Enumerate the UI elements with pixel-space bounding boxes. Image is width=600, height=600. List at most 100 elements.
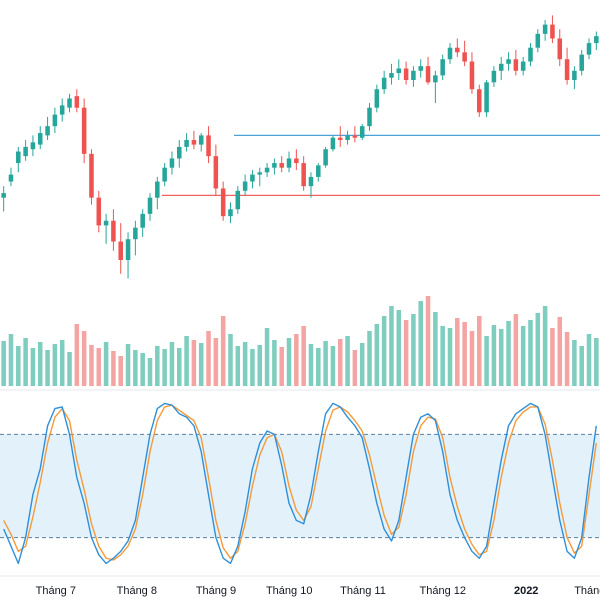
- price-panel[interactable]: [1, 15, 600, 279]
- volume-bar[interactable]: [191, 340, 197, 386]
- volume-bar[interactable]: [257, 345, 263, 386]
- candle[interactable]: [579, 50, 584, 76]
- volume-bar[interactable]: [23, 338, 28, 386]
- candle[interactable]: [8, 167, 14, 187]
- candle[interactable]: [491, 66, 497, 87]
- stochastic-panel[interactable]: [0, 402, 600, 565]
- candle[interactable]: [206, 126, 211, 164]
- volume-bar[interactable]: [133, 350, 138, 386]
- volume-bar[interactable]: [381, 316, 387, 386]
- candle[interactable]: [242, 174, 248, 196]
- candle[interactable]: [264, 163, 270, 177]
- candle[interactable]: [440, 54, 445, 80]
- candle[interactable]: [308, 172, 314, 198]
- candle[interactable]: [586, 38, 592, 60]
- volume-bar[interactable]: [272, 340, 277, 386]
- candle[interactable]: [381, 70, 387, 94]
- candle[interactable]: [67, 93, 72, 113]
- candle[interactable]: [447, 43, 453, 64]
- volume-bar[interactable]: [155, 346, 160, 386]
- candle[interactable]: [125, 232, 131, 279]
- candle[interactable]: [30, 135, 36, 157]
- candle[interactable]: [89, 149, 94, 205]
- volume-bar[interactable]: [177, 348, 182, 386]
- volume-bar[interactable]: [491, 325, 497, 386]
- candle[interactable]: [462, 40, 467, 67]
- candle[interactable]: [352, 126, 358, 143]
- volume-bar[interactable]: [37, 342, 43, 386]
- candle[interactable]: [118, 223, 123, 274]
- volume-bar[interactable]: [550, 328, 555, 386]
- candle[interactable]: [550, 15, 555, 44]
- volume-bar[interactable]: [213, 338, 219, 386]
- volume-bar[interactable]: [594, 338, 599, 386]
- volume-bar[interactable]: [389, 306, 394, 386]
- candle[interactable]: [147, 193, 153, 221]
- volume-bar[interactable]: [579, 346, 584, 386]
- candle[interactable]: [23, 140, 28, 161]
- candle[interactable]: [228, 202, 233, 224]
- candle[interactable]: [367, 103, 372, 131]
- candle[interactable]: [477, 84, 482, 117]
- volume-bar[interactable]: [528, 320, 533, 386]
- volume-bar[interactable]: [564, 332, 570, 386]
- candle[interactable]: [162, 163, 167, 187]
- candle[interactable]: [103, 213, 109, 244]
- stochastic-k-line[interactable]: [3, 402, 597, 565]
- volume-bar[interactable]: [111, 351, 116, 386]
- candle[interactable]: [52, 107, 58, 134]
- candle[interactable]: [111, 209, 116, 251]
- candle[interactable]: [140, 209, 145, 237]
- volume-bar[interactable]: [74, 324, 80, 386]
- candle[interactable]: [564, 47, 570, 85]
- candle[interactable]: [213, 144, 219, 196]
- volume-bar[interactable]: [308, 344, 314, 386]
- volume-bar[interactable]: [242, 342, 248, 386]
- volume-bar[interactable]: [1, 341, 6, 386]
- stochastic-d-line[interactable]: [3, 404, 597, 561]
- volume-bar[interactable]: [301, 326, 306, 386]
- volume-bar[interactable]: [235, 346, 241, 386]
- candle[interactable]: [96, 190, 102, 233]
- volume-bar[interactable]: [337, 339, 343, 386]
- candle[interactable]: [198, 133, 204, 152]
- volume-bar[interactable]: [403, 320, 409, 386]
- volume-bar[interactable]: [520, 326, 526, 386]
- volume-bar[interactable]: [8, 334, 14, 386]
- candle[interactable]: [418, 59, 423, 78]
- candle[interactable]: [220, 181, 226, 221]
- volume-bar[interactable]: [535, 313, 541, 386]
- volume-bar[interactable]: [125, 344, 131, 386]
- candle[interactable]: [506, 52, 511, 71]
- candle[interactable]: [74, 89, 80, 113]
- volume-bar[interactable]: [323, 341, 328, 386]
- candle[interactable]: [535, 29, 541, 53]
- volume-bar[interactable]: [140, 353, 145, 386]
- candle[interactable]: [498, 56, 504, 80]
- volume-bar[interactable]: [477, 316, 482, 386]
- volume-bar[interactable]: [352, 350, 358, 386]
- candle[interactable]: [286, 151, 292, 173]
- volume-bar[interactable]: [513, 314, 519, 386]
- volume-bar[interactable]: [250, 349, 255, 386]
- candle[interactable]: [191, 130, 197, 150]
- volume-bar[interactable]: [16, 346, 21, 386]
- volume-bar[interactable]: [469, 331, 475, 386]
- volume-bar[interactable]: [411, 314, 416, 386]
- volume-bar[interactable]: [586, 334, 592, 386]
- volume-bar[interactable]: [52, 344, 58, 386]
- candle[interactable]: [425, 56, 431, 85]
- candle[interactable]: [330, 135, 336, 152]
- volume-bar[interactable]: [345, 336, 350, 386]
- candle[interactable]: [484, 80, 489, 117]
- candle[interactable]: [469, 52, 475, 94]
- volume-bar[interactable]: [286, 338, 292, 386]
- candle[interactable]: [316, 163, 321, 182]
- volume-bar[interactable]: [198, 343, 204, 386]
- candle[interactable]: [279, 156, 284, 173]
- volume-bar[interactable]: [81, 331, 87, 386]
- candle[interactable]: [594, 31, 599, 50]
- volume-bar[interactable]: [45, 350, 50, 386]
- volume-bar[interactable]: [103, 342, 109, 386]
- candle[interactable]: [301, 156, 306, 191]
